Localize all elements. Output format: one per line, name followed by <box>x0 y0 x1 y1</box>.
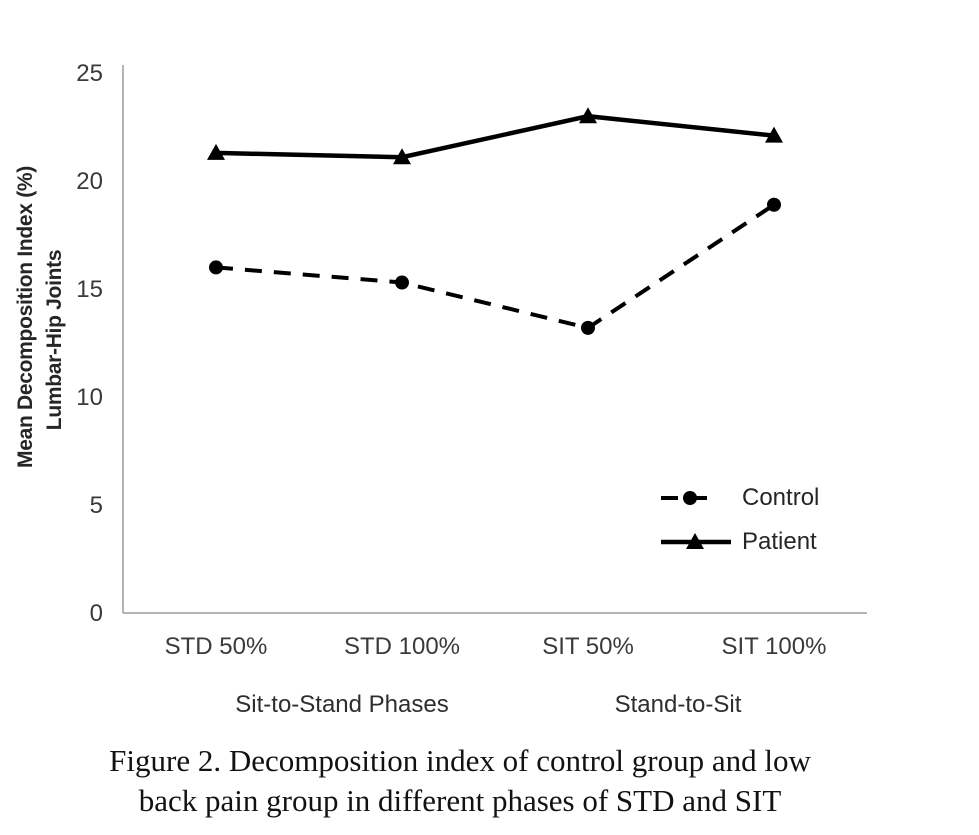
y-tick-label: 15 <box>76 276 103 303</box>
y-tick-label: 10 <box>76 384 103 411</box>
x-tick-label: SIT 100% <box>722 633 827 660</box>
caption-line2: back pain group in different phases of S… <box>138 783 782 818</box>
x-group-label-sit-to-stand: Sit-to-Stand Phases <box>235 691 449 718</box>
circle-marker <box>767 197 781 212</box>
triangle-marker <box>207 143 225 160</box>
legend-item-control: Control <box>659 482 819 514</box>
circle-marker <box>683 491 697 505</box>
x-tick-label: SIT 50% <box>542 633 634 660</box>
triangle-marker <box>686 533 704 549</box>
legend-sample-control-line <box>661 491 719 505</box>
y-tick-label: 25 <box>76 60 103 87</box>
series-line-control <box>215 203 776 331</box>
figure-caption: Figure 2. Decomposition index of control… <box>0 741 920 821</box>
y-axis-title-line2: Lumbar-Hip Joints <box>43 249 66 431</box>
x-tick-label: STD 50% <box>165 633 268 660</box>
y-tick-label: 20 <box>76 168 103 195</box>
caption-line1: Figure 2. Decomposition index of control… <box>109 743 811 778</box>
legend-sample-patient-line <box>661 533 731 549</box>
legend-label-control: Control <box>742 484 820 511</box>
y-tick-label: 5 <box>90 492 103 519</box>
legend-item-patient: Patient <box>659 526 819 558</box>
chart-legend: Control Patient <box>659 482 819 558</box>
legend-label-patient: Patient <box>742 528 817 555</box>
circle-marker <box>209 260 223 275</box>
x-group-label-stand-to-sit: Stand-to-Sit <box>614 691 742 718</box>
x-tick-label: STD 100% <box>344 633 460 660</box>
triangle-marker <box>579 107 597 124</box>
circle-marker <box>581 320 595 335</box>
circle-marker <box>395 275 409 290</box>
triangle-marker <box>393 148 411 165</box>
chart-canvas: 0 5 10 15 20 25 STD 50% STD 100% SIT 50% SIT 100% <box>76 60 867 660</box>
triangle-marker <box>765 126 783 143</box>
y-axis-title-line1: Mean Decomposition Index (%) <box>14 166 37 468</box>
y-tick-label: 0 <box>90 600 103 627</box>
series-line-patient <box>215 113 775 160</box>
